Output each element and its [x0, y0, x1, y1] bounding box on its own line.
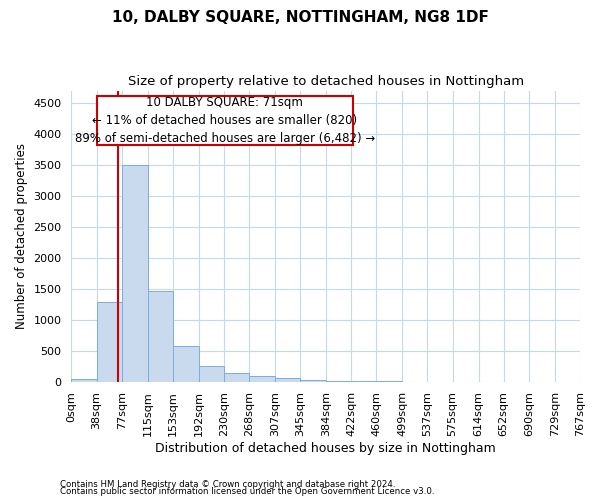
Text: 10, DALBY SQUARE, NOTTINGHAM, NG8 1DF: 10, DALBY SQUARE, NOTTINGHAM, NG8 1DF — [112, 10, 488, 25]
Bar — [249, 376, 275, 382]
Bar — [71, 378, 97, 382]
Bar — [275, 378, 300, 382]
Bar — [351, 381, 376, 382]
Bar — [300, 380, 326, 382]
Bar — [122, 165, 148, 382]
Bar — [224, 373, 249, 382]
FancyBboxPatch shape — [97, 96, 353, 145]
Y-axis label: Number of detached properties: Number of detached properties — [15, 143, 28, 329]
Text: Contains public sector information licensed under the Open Government Licence v3: Contains public sector information licen… — [60, 487, 434, 496]
Bar — [173, 346, 199, 382]
Bar — [97, 302, 122, 382]
Bar — [326, 380, 351, 382]
X-axis label: Distribution of detached houses by size in Nottingham: Distribution of detached houses by size … — [155, 442, 496, 455]
Title: Size of property relative to detached houses in Nottingham: Size of property relative to detached ho… — [128, 75, 524, 88]
Bar — [199, 366, 224, 382]
Bar — [148, 291, 173, 382]
Text: 10 DALBY SQUARE: 71sqm
← 11% of detached houses are smaller (820)
89% of semi-de: 10 DALBY SQUARE: 71sqm ← 11% of detached… — [75, 96, 375, 145]
Text: Contains HM Land Registry data © Crown copyright and database right 2024.: Contains HM Land Registry data © Crown c… — [60, 480, 395, 489]
